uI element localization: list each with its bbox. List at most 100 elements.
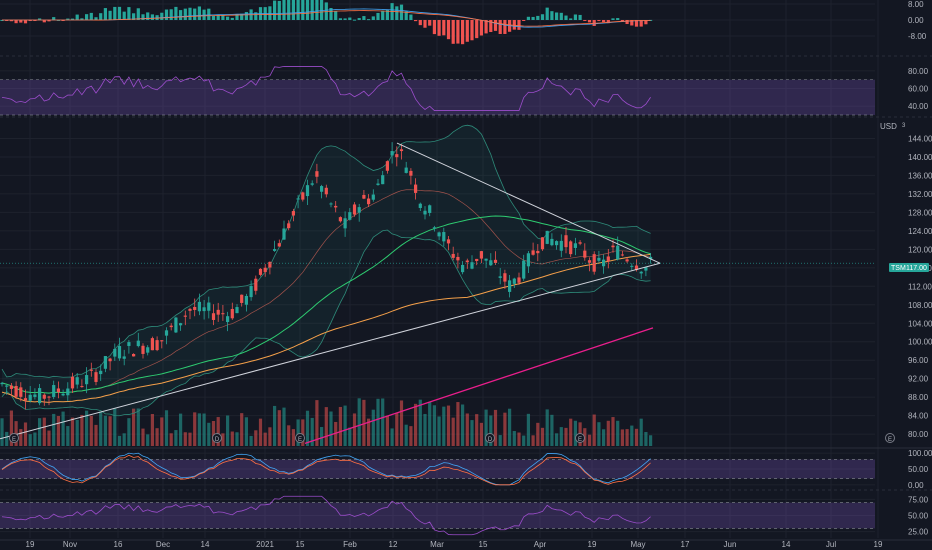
volume-bar [465, 413, 469, 446]
event-marker-label: E [888, 437, 892, 443]
macd-histogram-bar [451, 20, 455, 44]
volume-bar [315, 400, 319, 446]
macd-histogram-bar [174, 6, 178, 20]
price-tag-symbol: TSM [891, 265, 906, 272]
candle-body [0, 382, 4, 385]
rsi2-line [1, 495, 651, 536]
macd-histogram-bar [42, 20, 46, 23]
volume-bar [19, 429, 23, 446]
y-tick-label: 80.00 [908, 430, 929, 439]
macd-histogram-bar [211, 15, 216, 20]
candle-body [540, 237, 545, 250]
macd-histogram-bar [414, 20, 418, 22]
volume-bar [160, 417, 164, 446]
candle-body [179, 323, 183, 326]
candle-body [630, 265, 634, 267]
panel-separators[interactable] [0, 55, 932, 541]
macd-histogram-bar [381, 10, 385, 20]
volume-bar [517, 432, 521, 446]
candle-body [334, 205, 338, 208]
y-tick-label: 124.00 [908, 227, 932, 236]
macd-histogram-bar [484, 20, 488, 34]
volume-bar [207, 422, 211, 446]
x-tick-label: Nov [63, 540, 77, 549]
y-tick-label: 25.00 [908, 528, 929, 537]
price-axis[interactable]: 8.00 0.00 -8.00 80.00 60.00 40.00 144.00 140.00… [908, 0, 932, 537]
volume-bar [174, 430, 178, 446]
volume-bar [461, 404, 465, 446]
macd-histogram-bar [197, 6, 201, 20]
volume-bar [381, 398, 385, 446]
volume-bar [531, 435, 535, 446]
macd-histogram-bar [639, 20, 643, 27]
candle-body [226, 316, 230, 323]
macd-histogram-bar [611, 18, 615, 20]
candle-body [385, 161, 389, 171]
overbought-oversold-band [0, 459, 875, 479]
macd-histogram-bar [179, 10, 183, 20]
macd-histogram-bar [19, 20, 23, 23]
volume-bar [226, 415, 230, 446]
price-tag: TSM 117.00 [889, 263, 929, 272]
macd-signal-line [2, 10, 651, 27]
candle-body [277, 243, 281, 247]
macd-histogram-bar [193, 8, 197, 20]
macd-histogram-bar [282, 0, 286, 20]
candle-body [268, 261, 272, 268]
y-tick-label: 60.00 [908, 85, 929, 94]
volume-bar [268, 427, 272, 446]
volume-bar [503, 412, 507, 446]
candle-body [188, 308, 192, 311]
scale-settings-icon[interactable]: 3 [902, 123, 906, 129]
volume-bar [649, 435, 653, 446]
volume-bar [132, 408, 136, 446]
macd-histogram-bar [47, 20, 51, 22]
candle-body [564, 235, 568, 248]
macd-histogram-bar [602, 20, 606, 23]
volume-bar [193, 412, 197, 446]
candle-body [512, 278, 516, 284]
volume-bar [592, 414, 596, 446]
event-marker-earnings [9, 433, 19, 443]
volume-bar [573, 420, 577, 446]
candle-body [23, 398, 28, 401]
macd-histogram-bar [80, 18, 84, 20]
macd-histogram-bar [160, 12, 164, 20]
time-axis[interactable]: 19 Nov 16 Dec 14 2021 15 Feb 12 Mar 15 Apr 19 May 17 Ju… [26, 540, 883, 549]
event-marker-label: E [578, 437, 582, 443]
volume-bar [418, 399, 422, 446]
volume-bar [362, 399, 366, 446]
candle-body [160, 340, 164, 342]
macd-histogram-bar [254, 12, 258, 20]
candle-body [197, 301, 201, 312]
candle-body [108, 358, 112, 362]
x-tick-label: 19 [588, 540, 597, 549]
volume-bars [0, 398, 653, 446]
macd-histogram-bar [183, 8, 187, 20]
candle-body [132, 353, 136, 357]
candle-body [66, 388, 70, 396]
candle-body [338, 217, 342, 222]
candle-body [207, 302, 211, 311]
event-marker-label: E [12, 437, 16, 443]
candle-body [94, 372, 98, 382]
macd-histogram-bar [320, 0, 324, 20]
candle-body [399, 149, 404, 152]
macd-histogram-bar [461, 20, 465, 45]
volume-bar [310, 417, 314, 446]
volume-bar [146, 434, 150, 446]
volume-bar [602, 429, 606, 446]
macd-histogram-bar [287, 0, 291, 21]
candle-body [352, 204, 357, 215]
macd-histogram-bar [587, 20, 592, 23]
macd-histogram-bar [573, 14, 577, 20]
macd-histogram-bar [597, 20, 601, 22]
trendlines[interactable] [0, 142, 875, 440]
x-tick-label: Jul [826, 540, 836, 549]
y-tick-label: 40.00 [908, 102, 929, 111]
volume-bar [85, 410, 89, 446]
volume-bar [122, 433, 126, 446]
y-tick-label: 144.00 [908, 134, 932, 143]
